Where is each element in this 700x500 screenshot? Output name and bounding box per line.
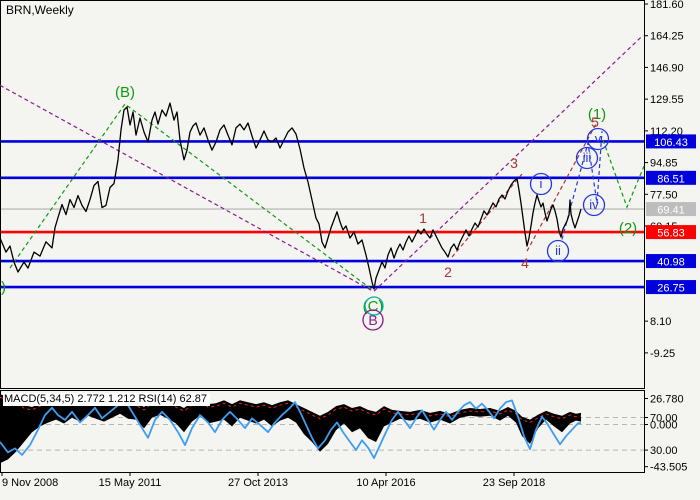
x-tick-label-10 Apr 2016: 10 Apr 2016 bbox=[356, 477, 415, 489]
wave-label-(B): (B) bbox=[115, 84, 135, 101]
indicator-tick-label--43.505: -43.505 bbox=[650, 462, 687, 474]
y-tick-label-146.90: 146.90 bbox=[650, 62, 684, 74]
trendline-impulse-forecast bbox=[561, 131, 603, 240]
x-tick-label-23 Sep 2018: 23 Sep 2018 bbox=[483, 477, 545, 489]
level-badge-label-40.98: 40.98 bbox=[657, 257, 685, 269]
trendline-zigzag-B-C bbox=[9, 103, 374, 291]
level-badge-56.83 bbox=[646, 225, 696, 240]
indicator-tick-label-26.780: 26.780 bbox=[650, 394, 684, 406]
price-line bbox=[0, 102, 582, 290]
wave-label-3: 3 bbox=[510, 155, 518, 171]
wave-label-iii: iii bbox=[583, 150, 592, 165]
wave-label-(2): (2) bbox=[619, 220, 637, 237]
trendline-wave4-5-target bbox=[526, 121, 598, 252]
symbol-title: BRN,Weekly bbox=[6, 3, 74, 17]
level-badge-label-106.43: 106.43 bbox=[654, 137, 688, 149]
level-badge-40.98 bbox=[646, 254, 696, 269]
wave-circle-B bbox=[362, 309, 384, 331]
rsi-line bbox=[0, 399, 581, 460]
x-tick-label-27 Oct 2013: 27 Oct 2013 bbox=[228, 477, 288, 489]
level-badge-label-69.41: 69.41 bbox=[657, 205, 685, 217]
wave-label-1: 1 bbox=[419, 210, 427, 226]
wave-label-(1): (1) bbox=[588, 106, 606, 123]
macd-area bbox=[0, 394, 581, 464]
x-tick-label-15 May 2011: 15 May 2011 bbox=[99, 477, 162, 489]
level-badge-label-56.83: 56.83 bbox=[657, 228, 685, 240]
level-badge-69.41 bbox=[646, 202, 696, 217]
wave-label-5: 5 bbox=[591, 114, 599, 130]
main-plot-frame bbox=[0, 0, 645, 389]
x-tick-label-9 Nov 2008: 9 Nov 2008 bbox=[2, 477, 58, 489]
wave-label-iv: iv bbox=[589, 197, 599, 212]
y-tick-label-164.25: 164.25 bbox=[650, 31, 684, 43]
wave-circle-i bbox=[529, 172, 553, 196]
y-tick-label-129.55: 129.55 bbox=[650, 94, 684, 106]
wave-circle-C bbox=[364, 296, 384, 316]
y-tick-label-181.60: 181.60 bbox=[650, 0, 684, 11]
wave-circle-ii bbox=[546, 239, 570, 263]
trendline-correction-forecast bbox=[602, 139, 645, 209]
indicator-tick-label-0.000: 0.000 bbox=[650, 420, 678, 432]
wave-label-2: 2 bbox=[444, 264, 452, 280]
wave-label-B: B bbox=[368, 312, 377, 328]
level-badge-26.75 bbox=[646, 280, 696, 295]
trendline-wave-A-decline bbox=[0, 84, 374, 292]
wave-label-ii: ii bbox=[555, 243, 561, 258]
wave-circle-v bbox=[586, 127, 610, 151]
trendline-wave-B-advance bbox=[373, 34, 644, 292]
wave-circle-iii bbox=[575, 146, 599, 170]
level-badge-label-86.51: 86.51 bbox=[657, 173, 685, 185]
level-badge-86.51 bbox=[646, 170, 696, 185]
wave-label-v: v bbox=[595, 131, 602, 146]
y-tick-label-94.85: 94.85 bbox=[650, 158, 678, 170]
y-tick-label-77.50: 77.50 bbox=[650, 189, 678, 201]
wave-circle-iv bbox=[582, 193, 606, 217]
wave-label-4: 4 bbox=[521, 255, 529, 271]
level-badge-label-26.75: 26.75 bbox=[657, 283, 685, 295]
wave-label-(A): (A) bbox=[0, 279, 6, 296]
level-badge-106.43 bbox=[646, 134, 696, 149]
indicator-header: MACD(5,34,5) 2.772 1.212 RSI(14) 62.87 bbox=[3, 393, 211, 406]
indicator-tick-label-70.00: 70.00 bbox=[650, 413, 678, 425]
y-tick-label--9.25: -9.25 bbox=[650, 348, 675, 360]
wave-label-i: i bbox=[540, 176, 543, 191]
y-tick-label-8.10: 8.10 bbox=[650, 316, 671, 328]
indicator-tick-label-30.00: 30.00 bbox=[650, 445, 678, 457]
